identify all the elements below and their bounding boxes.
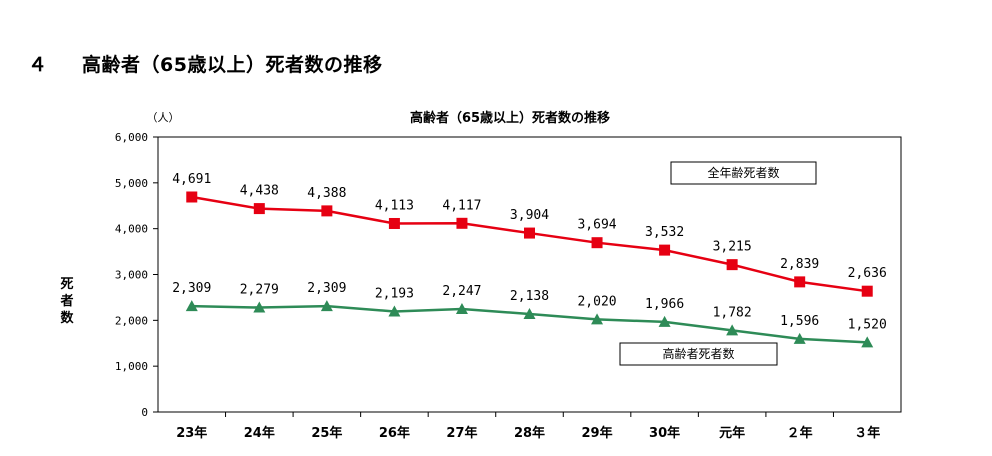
data-point-triangle [388, 305, 401, 317]
legend-box [670, 161, 817, 185]
data-label: 4,438 [240, 184, 279, 199]
data-label: 2,020 [577, 294, 616, 309]
x-tick-label: 23年 [176, 425, 207, 441]
x-tick-label: 28年 [514, 425, 545, 441]
data-label: 1,520 [848, 317, 887, 332]
data-point-square [794, 276, 806, 288]
data-label: 3,904 [510, 208, 549, 223]
x-tick-label: 24年 [244, 425, 275, 441]
data-label: 1,782 [713, 305, 752, 320]
data-point-triangle [793, 332, 806, 344]
data-point-triangle [320, 300, 333, 312]
x-axis: 23年 24年 25年 26年 27年 28年 29年 30年 元年 ２年 ３年 [176, 412, 880, 441]
y-tick-label: 1,000 [115, 360, 148, 373]
data-point-square [861, 285, 873, 297]
chart-title: 高齢者（65歳以上）死者数の推移 [410, 110, 610, 126]
data-point-square [726, 259, 738, 271]
data-label: 2,309 [307, 281, 346, 296]
data-label: 3,694 [577, 218, 616, 233]
data-label: 4,113 [375, 198, 414, 213]
data-point-square [456, 217, 468, 229]
x-tick-label: ２年 [787, 425, 813, 441]
data-label: 2,279 [240, 283, 279, 298]
heading-text: 高齢者（65歳以上）死者数の推移 [82, 54, 383, 76]
page-heading: ４ 高齢者（65歳以上）死者数の推移 [28, 50, 382, 77]
data-point-square [253, 203, 265, 215]
data-label: 2,138 [510, 289, 549, 304]
data-point-triangle [253, 301, 266, 313]
y-tick-label: 0 [141, 406, 148, 419]
data-point-triangle [185, 300, 198, 312]
data-label: 2,193 [375, 286, 414, 301]
data-point-square [591, 237, 603, 249]
data-point-square [186, 191, 198, 203]
data-label: 2,839 [780, 257, 819, 272]
legend-box [619, 342, 778, 366]
data-label: 1,966 [645, 297, 684, 312]
data-point-triangle [726, 324, 739, 336]
data-point-square [388, 217, 400, 229]
x-tick-label: 27年 [446, 425, 477, 441]
x-tick-label: 30年 [649, 425, 680, 441]
y-tick-label: 6,000 [115, 131, 148, 144]
data-point-triangle [861, 336, 874, 348]
y-axis-label-char: 死 [60, 277, 73, 292]
y-axis-label-char: 数 [60, 310, 74, 326]
data-label: 2,309 [172, 281, 211, 296]
data-label: 4,388 [307, 186, 346, 201]
data-point-square [524, 227, 535, 239]
data-label: 4,117 [442, 198, 481, 213]
series-layer: 4,691 4,438 4,388 4,113 4,117 3,904 3,694 3,532… [172, 172, 887, 348]
heading-number: ４ [28, 54, 48, 76]
data-label: 3,532 [645, 225, 684, 240]
y-tick-label: 2,000 [115, 314, 148, 327]
data-label: 1,596 [780, 314, 819, 329]
y-tick-label: 3,000 [115, 269, 148, 282]
y-axis-label: 死者数 [59, 277, 74, 326]
y-axis-label-char: 者 [59, 293, 73, 309]
y-tick-label: 4,000 [115, 223, 148, 236]
x-tick-label: 元年 [719, 425, 745, 441]
data-label: 2,247 [442, 284, 481, 299]
data-point-triangle [523, 308, 536, 320]
legend-label: 高齢者死者数 [662, 346, 734, 361]
x-tick-label: ３年 [854, 425, 880, 441]
data-point-triangle [591, 313, 604, 325]
y-axis: 0 1,000 2,000 3,000 4,000 5,000 6,000 [115, 131, 158, 419]
x-tick-label: 26年 [379, 425, 410, 441]
data-label: 4,691 [172, 172, 211, 187]
x-tick-label: 25年 [311, 425, 342, 441]
data-point-triangle [658, 315, 671, 327]
legend-label: 全年齢死者数 [707, 165, 779, 180]
x-tick-label: 29年 [581, 425, 612, 441]
y-tick-label: 5,000 [115, 177, 148, 190]
data-point-triangle [455, 303, 468, 315]
y-axis-unit: （人） [147, 111, 180, 124]
data-point-square [321, 205, 333, 217]
data-point-square [659, 244, 671, 256]
data-label: 3,215 [713, 240, 752, 255]
data-label: 2,636 [848, 266, 887, 281]
